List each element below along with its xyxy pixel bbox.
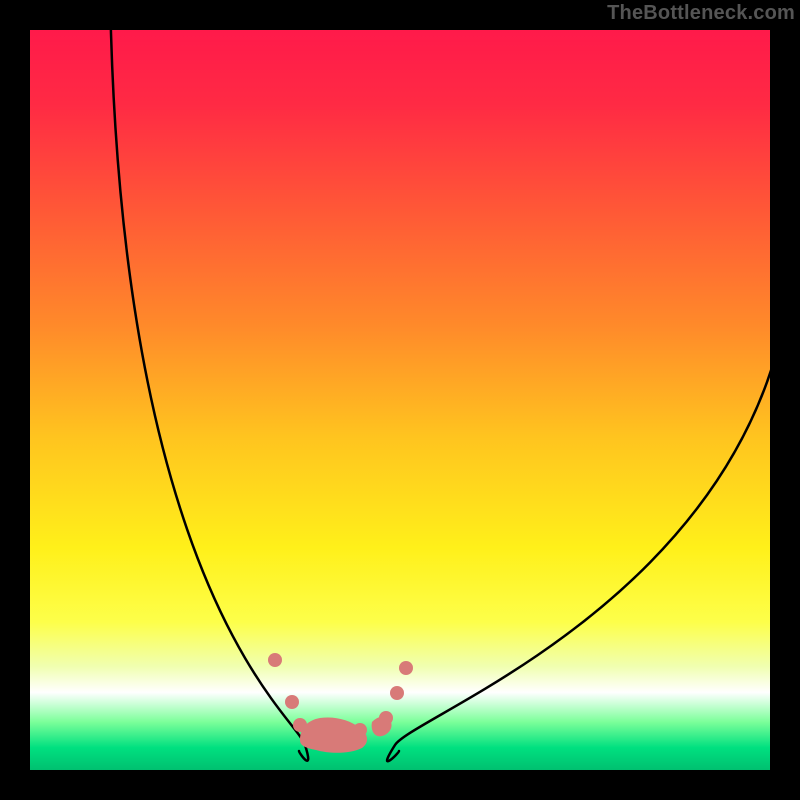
watermark-text: TheBottleneck.com	[607, 2, 795, 25]
plot-background	[30, 30, 770, 770]
chart-container: TheBottleneck.com	[0, 0, 800, 800]
